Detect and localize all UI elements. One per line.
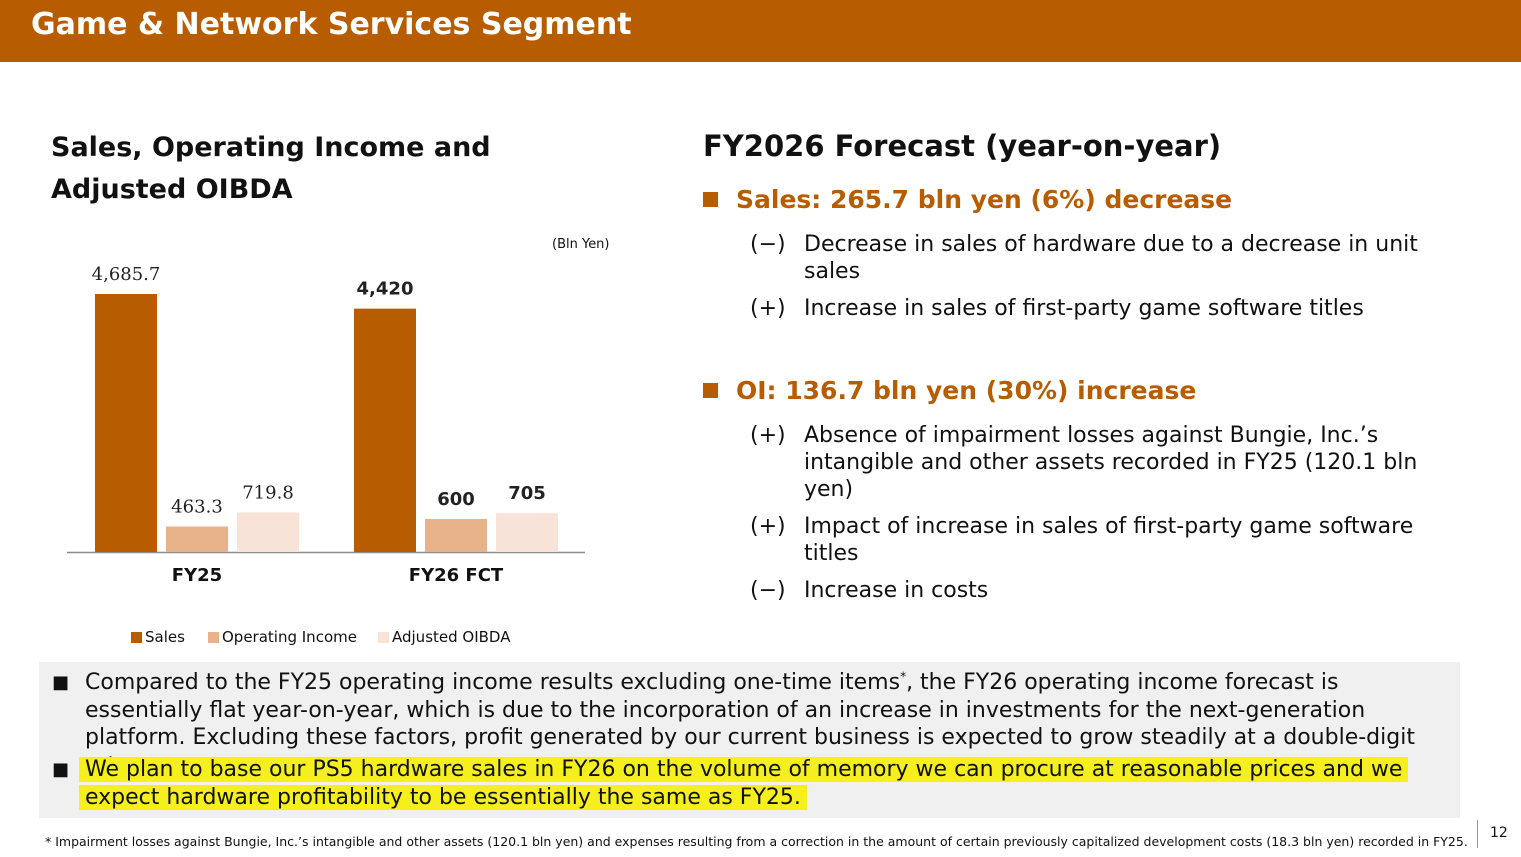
highlighted-text: We plan to base our PS5 hardware sales i… [85,757,1403,782]
legend-label-sales: Sales [145,628,185,646]
legend-swatch-sales [131,631,142,643]
chart-title: Sales, Operating Income and Adjusted OIB… [51,132,491,205]
oi-point: (+) Absence of impairment losses against… [750,422,1440,503]
bar-chart: 4,685.7 463.3 719.8 FY25 4,420 600 705 FY26 FCT [67,264,585,586]
summary-item-highlighted: ■ We plan to base our PS5 hardware sales… [52,756,1452,811]
category-label: FY26 FCT [409,565,504,586]
oi-heading: OI: 136.7 bln yen (30%) increase [703,376,1196,405]
category-label: FY25 [172,565,222,586]
bar-adjusted-oibda-fy26-fct [496,513,558,552]
oi-point-sign: (−) [750,578,786,603]
oi-point-sign: (+) [750,514,786,539]
square-bullet-icon: ■ [52,759,70,780]
sales-heading: Sales: 265.7 bln yen (6%) decrease [703,185,1232,214]
chart-units: (Bln Yen) [552,237,610,252]
summary-text-part: , the FY26 operating income forecast is … [85,670,1415,778]
square-bullet-icon: ■ [52,672,70,693]
legend-label-operating-income: Operating Income [222,628,357,646]
bar-adjusted-oibda-fy25 [237,512,299,552]
sales-point-text: Increase in sales of first-party game so… [804,296,1364,321]
summary-item-text: Compared to the FY25 operating income re… [85,669,1452,779]
forecast-title: FY2026 Forecast (year-on-year) [703,129,1222,163]
data-label: 600 [437,489,475,510]
footnote-mark: * [900,669,907,684]
sales-point-text: Decrease in sales of hardware due to a d… [804,232,1418,284]
header-bar: Game & Network Services Segment [0,0,1521,62]
oi-point-text: Absence of impairment losses against Bun… [804,423,1418,502]
sales-point-sign: (+) [750,296,786,321]
highlighted-text: expect hardware profitability to be esse… [85,784,801,810]
summary-text-part: Compared to the FY25 operating income re… [85,670,901,695]
data-label: 463.3 [171,496,223,517]
oi-point: (−) Increase in costs [750,577,1440,604]
oi-point-sign: (+) [750,423,786,448]
oi-point: (+) Impact of increase in sales of first… [750,513,1440,567]
sales-point: (+) Increase in sales of first-party gam… [750,295,1440,322]
square-bullet-icon [703,192,718,207]
summary-item: ■ Compared to the FY25 operating income … [52,669,1452,779]
legend-item-adjusted-oibda: Adjusted OIBDA [378,628,510,646]
sales-heading-text: Sales: 265.7 bln yen (6%) decrease [736,185,1233,214]
footnote: * Impairment losses against Bungie, Inc.… [45,834,1468,849]
bar-operating-income-fy25 [166,526,228,552]
legend-swatch-operating-income [208,631,219,643]
page-number: 12 [1490,825,1508,841]
sales-point: (−) Decrease in sales of hardware due to… [750,231,1440,285]
page-number-divider [1477,820,1478,848]
legend-swatch-adjusted-oibda [378,631,389,643]
summary-item-text: We plan to base our PS5 hardware sales i… [85,756,1452,811]
sales-point-sign: (−) [750,232,786,257]
data-label: 4,685.7 [92,264,161,285]
legend-item-sales: Sales [131,628,185,646]
oi-point-text: Increase in costs [804,578,989,603]
square-bullet-icon [703,383,718,398]
page-title: Game & Network Services Segment [31,7,632,42]
data-label: 705 [508,483,546,504]
legend-label-adjusted-oibda: Adjusted OIBDA [392,628,511,646]
legend-item-operating-income: Operating Income [208,628,357,646]
bar-sales-fy25 [95,294,157,552]
bar-operating-income-fy26-fct [425,518,487,552]
bar-sales-fy26-fct [354,308,416,552]
oi-heading-text: OI: 136.7 bln yen (30%) increase [736,376,1197,405]
data-label: 719.8 [242,482,294,503]
oi-point-text: Impact of increase in sales of first-par… [804,514,1414,566]
data-label: 4,420 [357,279,414,300]
